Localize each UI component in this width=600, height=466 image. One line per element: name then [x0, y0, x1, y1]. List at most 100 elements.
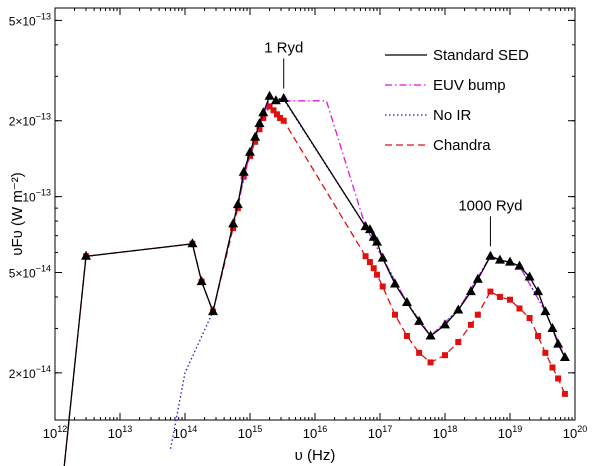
- data-point-triangle: [228, 218, 239, 228]
- data-point-triangle: [389, 278, 400, 288]
- series-layer: [63, 90, 570, 466]
- y-tick-label: 5×10−13: [9, 11, 51, 28]
- data-point-square: [403, 332, 410, 339]
- data-point-square: [247, 152, 253, 159]
- x-tick-label: 1019: [498, 424, 522, 441]
- data-point-square: [496, 293, 503, 300]
- series-euv-bump: [232, 97, 566, 358]
- series-line-chandra: [63, 105, 566, 466]
- data-point-triangle: [258, 107, 269, 117]
- legend-label-euv-bump: EUV bump: [433, 77, 506, 94]
- y-tick-label: 2×10−13: [9, 112, 51, 129]
- data-point-square: [442, 352, 448, 359]
- data-point-triangle: [505, 256, 515, 266]
- x-tick-label: 1020: [563, 424, 587, 441]
- data-point-triangle: [547, 322, 558, 332]
- data-point-square: [362, 253, 369, 260]
- data-point-square: [487, 288, 494, 295]
- data-point-triangle: [377, 252, 388, 262]
- legend-label-standard-sed: Standard SED: [433, 47, 529, 64]
- data-point-triangle: [372, 236, 383, 246]
- data-point-square: [455, 339, 462, 346]
- y-tick-label: 5×10−14: [9, 264, 51, 281]
- x-tick-label: 1012: [43, 424, 67, 441]
- legend: Standard SED EUV bump No IR Chandra: [385, 47, 529, 154]
- data-point-triangle: [425, 330, 436, 340]
- data-point-square: [273, 111, 280, 118]
- data-point-triangle: [250, 131, 261, 141]
- data-point-triangle: [440, 319, 450, 329]
- data-point-square: [474, 311, 481, 318]
- ticks-layer: 1012 1013 1014 1015 1016 1017 1018 1019 1020 2×10…: [9, 8, 587, 441]
- data-point-square: [270, 107, 277, 114]
- data-point-square: [427, 359, 434, 366]
- data-point-triangle: [465, 286, 476, 296]
- data-point-triangle: [81, 250, 92, 260]
- data-point-square: [379, 283, 386, 290]
- x-tick-label: 1013: [108, 424, 132, 441]
- data-point-triangle: [232, 199, 243, 209]
- data-point-square: [516, 305, 523, 312]
- series-chandra: [63, 103, 568, 466]
- data-point-square: [230, 225, 237, 232]
- data-point-triangle: [254, 118, 265, 128]
- annotation-1-ryd: 1 Ryd: [264, 40, 303, 57]
- legend-label-chandra: Chandra: [433, 137, 491, 154]
- data-point-triangle: [514, 260, 525, 270]
- x-axis-label: υ (Hz): [295, 447, 336, 464]
- data-point-triangle: [540, 306, 551, 316]
- x-tick-label: 1016: [303, 424, 327, 441]
- data-point-square: [542, 349, 549, 356]
- data-point-square: [561, 390, 568, 397]
- data-point-triangle: [414, 315, 425, 325]
- data-point-square: [234, 205, 241, 212]
- data-point-triangle: [264, 90, 275, 100]
- annotation-1000-ryd: 1000 Ryd: [458, 197, 522, 214]
- data-point-triangle: [524, 271, 535, 281]
- data-point-square: [549, 364, 556, 371]
- legend-label-no-ir: No IR: [433, 107, 472, 124]
- data-point-triangle: [208, 306, 219, 316]
- data-point-square: [266, 103, 273, 110]
- data-point-square: [526, 315, 533, 322]
- data-point-square: [370, 265, 377, 272]
- data-point-triangle: [494, 254, 505, 264]
- data-point-square: [280, 117, 287, 124]
- x-tick-label: 1018: [433, 424, 457, 441]
- data-point-square: [252, 138, 259, 145]
- data-point-square: [467, 321, 474, 328]
- data-point-triangle: [553, 338, 564, 348]
- x-tick-label: 1017: [368, 424, 392, 441]
- series-line-no-ir: [169, 96, 566, 449]
- data-point-square: [366, 259, 373, 266]
- data-point-triangle: [485, 250, 496, 260]
- data-point-square: [256, 126, 263, 133]
- data-point-triangle: [401, 297, 412, 307]
- y-axis-label: υFυ (W m⁻²): [9, 172, 26, 255]
- data-point-triangle: [559, 352, 570, 362]
- data-point-square: [535, 332, 542, 339]
- data-point-triangle: [533, 286, 544, 296]
- data-point-triangle: [238, 166, 249, 176]
- series-standard-sed: [63, 90, 570, 466]
- annotation-layer: 1 Ryd 1000 Ryd: [264, 40, 523, 247]
- x-tick-label: 1014: [173, 424, 197, 441]
- data-point-square: [260, 115, 267, 122]
- data-point-triangle: [278, 93, 289, 103]
- data-point-triangle: [196, 276, 207, 286]
- data-point-triangle: [187, 238, 198, 248]
- data-point-square: [507, 296, 513, 303]
- data-point-triangle: [453, 304, 464, 314]
- data-point-square: [416, 349, 423, 356]
- series-no-ir: [169, 96, 566, 449]
- data-point-square: [391, 311, 398, 318]
- series-line-euv-bump: [232, 97, 566, 358]
- data-point-square: [555, 375, 562, 382]
- data-point-triangle: [270, 95, 281, 105]
- y-tick-label: 10−13: [22, 188, 51, 205]
- data-point-triangle: [364, 224, 375, 234]
- y-tick-label: 2×10−14: [9, 364, 51, 381]
- data-point-triangle: [245, 146, 255, 156]
- x-tick-label: 1015: [238, 424, 262, 441]
